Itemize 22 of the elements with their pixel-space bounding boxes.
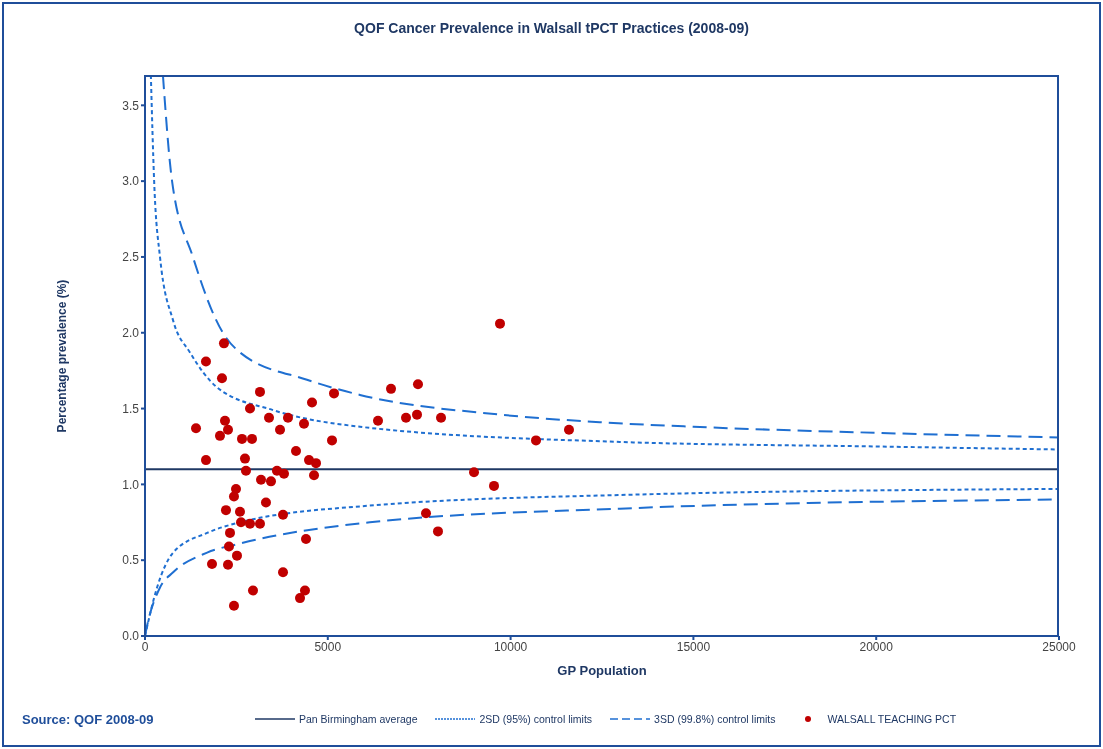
x-tick-label: 20000 xyxy=(859,639,894,654)
chart-title: QOF Cancer Prevalence in Walsall tPCT Practices (2008-09) xyxy=(353,20,750,36)
y-tick-label: 3.0 xyxy=(122,174,140,189)
legend-label: WALSALL TEACHING PCT xyxy=(827,713,957,725)
y-tick-label: 0.0 xyxy=(122,629,140,644)
legend-label: Pan Birmingham average xyxy=(299,713,418,725)
x-tick-label: 10000 xyxy=(493,639,528,654)
legend-label: 2SD (95%) control limits xyxy=(479,713,593,725)
y-tick-label: 2.0 xyxy=(122,326,140,341)
x-tick-label: 25000 xyxy=(1042,639,1077,654)
y-tick-label: 2.5 xyxy=(122,250,140,265)
x-tick-label: 0 xyxy=(141,639,149,654)
legend-label: 3SD (99.8%) control limits xyxy=(654,713,776,725)
x-tick-label: 5000 xyxy=(314,639,342,654)
y-tick-label: 1.5 xyxy=(122,401,140,416)
y-axis-title: Percentage prevalence (%) xyxy=(55,279,69,432)
y-tick-label: 3.5 xyxy=(122,98,140,113)
source-note: Source: QOF 2008-09 xyxy=(22,712,154,727)
x-tick-label: 15000 xyxy=(676,639,711,654)
y-tick-label: 1.0 xyxy=(122,477,140,492)
y-tick-label: 0.5 xyxy=(122,553,140,568)
x-axis-title: GP Population xyxy=(556,663,648,678)
